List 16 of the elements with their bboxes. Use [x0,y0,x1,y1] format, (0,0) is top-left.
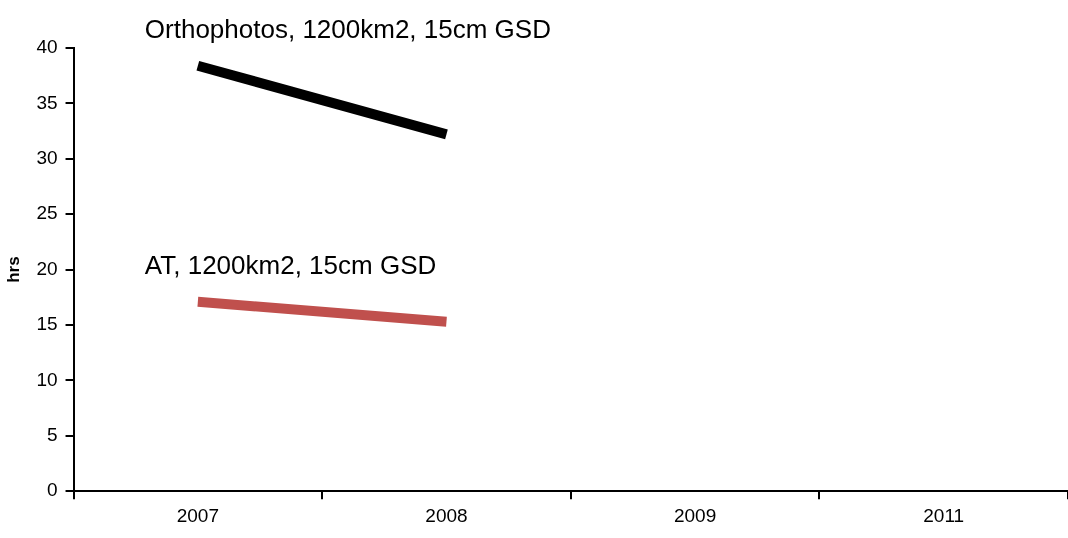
series-label: AT, 1200km2, 15cm GSD [144,249,437,280]
y-tick-label: 10 [36,368,58,390]
x-tick-label: 2007 [176,504,219,526]
text: Orthophotos, 1200km2, 15cm GSD [144,13,551,44]
y-tick-label: 40 [36,36,58,58]
y-tick-label: 25 [36,202,58,224]
y-tick-label: 30 [36,147,58,169]
x-tick-label: 2011 [923,504,965,526]
y-tick-label: 5 [46,424,58,446]
x-tick-label: 2009 [673,504,717,526]
y-tick-label: 15 [36,313,58,335]
x-tick-label: 2008 [425,504,468,526]
y-tick-label: 0 [46,479,58,501]
y-axis-title: hrs [3,256,23,283]
y-tick-label: 20 [36,257,58,279]
y-tick-label: 35 [36,91,58,113]
